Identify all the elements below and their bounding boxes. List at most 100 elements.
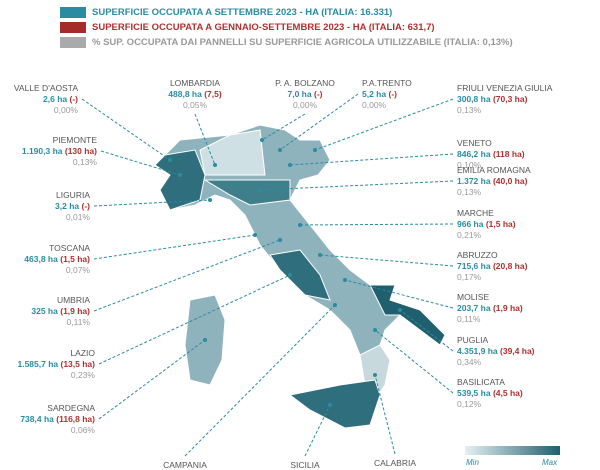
leader-line xyxy=(289,153,454,166)
leader-line xyxy=(98,339,206,420)
region-area: 7,0 ha xyxy=(287,89,312,99)
region-name: LIGURIA xyxy=(55,190,90,200)
region-name: FRIULI VENEZIA GIULIA xyxy=(457,83,553,93)
region-change: (13,5 ha) xyxy=(60,359,96,369)
region-change: (70,3 ha) xyxy=(492,94,528,104)
region-name: LAZIO xyxy=(70,348,95,358)
leader-dot xyxy=(333,303,337,307)
region-name: MOLISE xyxy=(457,292,490,302)
region-values: 203,7 ha (1,9 ha) xyxy=(457,303,523,314)
region-name: TOSCANA xyxy=(49,243,90,253)
region-label: FRIULI VENEZIA GIULIA 300,8 ha (70,3 ha) 0… xyxy=(457,83,552,116)
region-change: (-) xyxy=(313,89,323,99)
leader-line xyxy=(299,223,454,226)
leader-line xyxy=(314,98,454,151)
leader-line xyxy=(259,180,454,191)
leader-line xyxy=(344,279,454,309)
region-label: P. A. BOLZANO 7,0 ha (-) 0,00% xyxy=(245,78,365,111)
region-label: EMILIA ROMAGNA 1.372 ha (40,0 ha) 0,13% xyxy=(457,165,531,198)
leader-line xyxy=(261,113,306,141)
region-area: 463,8 ha xyxy=(24,254,58,264)
legend-text: SUPERFICIE OCCUPATA A SETTEMBRE 2023 - H… xyxy=(92,7,393,18)
region-change: (39,4 ha) xyxy=(500,346,535,356)
region-area: 488,8 ha xyxy=(168,89,202,99)
leader-dot xyxy=(278,238,282,242)
region-label: P.A.TRENTO 5,2 ha (-) 0,00% xyxy=(362,78,412,111)
region-label: ABRUZZO 715,6 ha (20,8 ha) 0,17% xyxy=(457,250,527,283)
leader-dot xyxy=(213,163,217,167)
region-share: 0,07% xyxy=(65,265,90,275)
region-lazio xyxy=(269,249,331,301)
region-area: 4.351,9 ha xyxy=(457,346,498,356)
region-change: (-) xyxy=(69,94,79,104)
leader-dot xyxy=(203,338,207,342)
legend-swatch xyxy=(60,37,86,48)
leader-line xyxy=(184,304,336,457)
legend-item: % SUP. OCCUPATA DAI PANNELLI SU SUPERFIC… xyxy=(60,37,513,48)
region-name: EMILIA ROMAGNA xyxy=(457,165,531,175)
region-share: 0,10% xyxy=(457,160,482,170)
leader-line xyxy=(93,234,256,260)
region-area: 203,7 ha xyxy=(457,303,491,313)
region-values: 1.190,3 ha (130 ha) xyxy=(22,146,97,157)
leader-dot xyxy=(373,373,377,377)
leader-dot xyxy=(313,148,317,152)
region-values: 4.351,9 ha (39,4 ha) xyxy=(457,346,535,357)
region-label: PIEMONTE 1.190,3 ha (130 ha) 0,13% xyxy=(22,135,97,168)
region-share: 0,01% xyxy=(65,212,90,222)
region-change: (116,8 ha) xyxy=(56,414,95,424)
region-values: 2,6 ha (-) xyxy=(14,94,78,105)
region-area: 325 ha xyxy=(31,306,58,316)
leader-line xyxy=(81,98,171,161)
region-name: UMBRIA xyxy=(56,295,90,305)
region-area: 3,2 ha xyxy=(55,201,80,211)
leader-dot xyxy=(373,328,377,332)
region-name: SARDEGNA xyxy=(47,403,95,413)
scale-min: Min xyxy=(466,458,479,467)
region-change: (1,5 ha) xyxy=(485,219,516,229)
sicily xyxy=(288,379,381,429)
region-share: 0,05% xyxy=(182,100,208,110)
leader-line xyxy=(194,113,216,166)
leader-dot xyxy=(178,173,182,177)
leader-dot xyxy=(278,148,282,152)
legend-item: SUPERFICIE OCCUPATA A SETTEMBRE 2023 - H… xyxy=(60,7,392,18)
region-area: 715,6 ha xyxy=(457,261,491,271)
region-share: 0,17% xyxy=(457,272,482,282)
leader-dot xyxy=(168,158,172,162)
legend-swatch xyxy=(60,22,86,33)
leader-line xyxy=(279,93,359,151)
region-values: 1.585,7 ha (13,5 ha) xyxy=(17,359,95,370)
region-label: PUGLIA 4.351,9 ha (39,4 ha) 0,34% xyxy=(457,335,535,368)
legend-text: SUPERFICIE OCCUPATA A GENNAIO-SETTEMBRE … xyxy=(92,22,435,33)
leader-line xyxy=(399,309,454,352)
leader-dot xyxy=(260,138,264,142)
region-area: 539,5 ha xyxy=(457,388,491,398)
region-label: MOLISE 203,7 ha (1,9 ha) 0,11% xyxy=(457,292,523,325)
region-name: PIEMONTE xyxy=(52,135,97,145)
leader-dot xyxy=(298,223,302,227)
region-values: 463,8 ha (1,5 ha) xyxy=(24,254,90,265)
leader-dot xyxy=(343,278,347,282)
leader-line xyxy=(374,374,396,455)
region-area: 300,8 ha xyxy=(457,94,491,104)
region-emilia xyxy=(203,179,291,206)
leader-dot xyxy=(253,233,257,237)
color-scale xyxy=(465,446,560,455)
region-values: 715,6 ha (20,8 ha) xyxy=(457,261,527,272)
region-change: (1,9 ha) xyxy=(60,306,90,316)
region-label: CAMPANIA xyxy=(125,460,245,470)
region-change: (40,0 ha) xyxy=(492,176,528,186)
region-share: 0,21% xyxy=(457,230,482,240)
region-area: 1.372 ha xyxy=(457,176,491,186)
region-label: TOSCANA 463,8 ha (1,5 ha) 0,07% xyxy=(24,243,90,276)
region-area: 738,4 ha xyxy=(20,414,54,424)
region-change: (4,5 ha) xyxy=(492,388,523,398)
region-label: CALABRIA xyxy=(335,458,455,469)
legend-text: % SUP. OCCUPATA DAI PANNELLI SU SUPERFIC… xyxy=(92,37,513,48)
leader-dot xyxy=(208,198,212,202)
region-change: (7,5) xyxy=(204,89,222,99)
region-name: SICILIA xyxy=(290,460,320,470)
